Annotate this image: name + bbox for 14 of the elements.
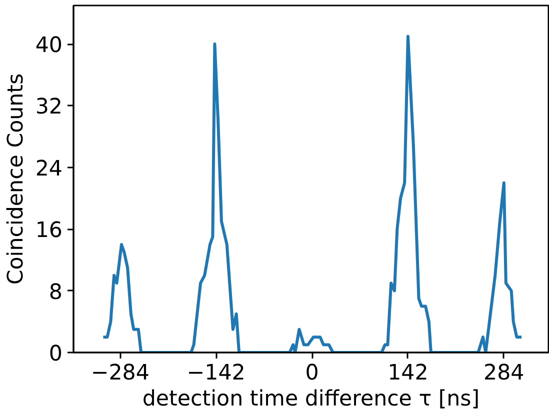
y-tick-label: 16 [35, 218, 62, 244]
x-tick-label: −142 [186, 360, 246, 386]
x-tick-label: −284 [90, 360, 150, 386]
y-tick-label: 24 [35, 156, 62, 182]
x-axis-title: detection time difference τ [ns] [142, 386, 480, 412]
y-tick-label: 8 [48, 280, 63, 305]
x-tick-label: 284 [484, 360, 524, 386]
y-axis-title: Coincidence Counts [3, 73, 28, 285]
y-tick-label: 40 [35, 33, 62, 58]
y-tick-label: 32 [35, 94, 62, 120]
x-tick-label: 0 [305, 360, 319, 386]
line-series [102, 34, 523, 352]
x-tick-label: 142 [388, 360, 428, 386]
y-tick-label: 0 [48, 342, 63, 366]
